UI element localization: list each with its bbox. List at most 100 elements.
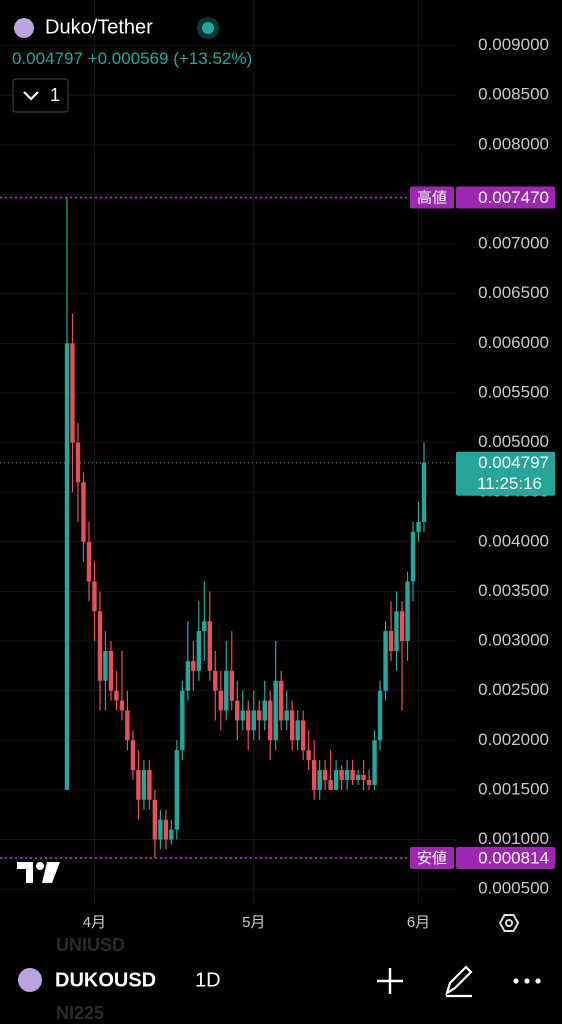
candle-body <box>317 770 322 790</box>
more-button[interactable] <box>513 978 541 984</box>
toolbar-avatar <box>18 968 42 992</box>
chart: 0.000500 0.001000 0.001500 0.002000 0.002500… <box>0 0 555 931</box>
candle-body <box>86 541 92 582</box>
candle-body <box>207 621 212 671</box>
candle-body <box>366 779 372 785</box>
candle-body <box>399 611 405 642</box>
y-tick-label: 0.000500 <box>478 879 549 898</box>
header-change-pct: (+13.52%) <box>173 49 252 68</box>
y-tick-label: 0.008500 <box>478 85 549 104</box>
candle-body <box>81 482 86 542</box>
symbol-avatar <box>14 18 34 38</box>
high_line-name-box <box>410 186 454 209</box>
candle-body <box>70 343 75 443</box>
candle-body <box>394 611 399 651</box>
y-tick-label: 0.002500 <box>478 680 549 699</box>
y-tick-label: 0.001500 <box>478 779 549 798</box>
candle-body <box>229 670 234 701</box>
y-tick-label: 0.009000 <box>478 35 549 54</box>
high_line-value: 0.007470 <box>478 188 549 207</box>
candle-body <box>136 770 141 800</box>
candle-body <box>108 650 114 691</box>
candle-body <box>268 700 273 741</box>
header-quote: 0.004797 +0.000569 (+13.52%) <box>12 49 252 68</box>
candle-body <box>202 621 207 632</box>
add-button[interactable] <box>377 968 403 994</box>
candle-body <box>158 819 163 840</box>
candle-body <box>130 740 136 771</box>
y-tick-label: 0.006000 <box>478 333 549 352</box>
candle-body <box>64 343 70 790</box>
low_line-name-box <box>410 846 454 869</box>
candle-body <box>355 775 361 780</box>
status-dot <box>202 22 214 34</box>
candle-body <box>339 770 344 780</box>
candle-body <box>75 442 81 483</box>
candle-body <box>163 819 169 840</box>
candle-body <box>405 581 410 642</box>
candle-body <box>388 631 394 651</box>
header-price: 0.004797 <box>12 49 83 68</box>
draw-button[interactable] <box>445 965 473 998</box>
chevron-icon <box>23 91 39 101</box>
candle-body <box>295 720 300 741</box>
candle-body <box>284 710 289 721</box>
candle-body <box>289 710 295 741</box>
candle-body <box>185 660 191 691</box>
candle-body <box>152 799 158 840</box>
settings-icon-core <box>505 919 513 927</box>
candle-body <box>377 690 383 741</box>
candle-body <box>273 680 278 741</box>
candle-body <box>125 710 130 741</box>
x-tick-label: 5月 <box>242 914 265 931</box>
candle-body <box>350 770 355 780</box>
candle-body <box>218 690 223 711</box>
candle-body <box>224 670 229 711</box>
header-change: +0.000569 <box>88 49 169 68</box>
candle-body <box>191 660 196 671</box>
candle-body <box>141 770 147 800</box>
y-tick-label: 0.003500 <box>478 581 549 600</box>
candle-body <box>169 829 174 840</box>
candle-body <box>246 710 251 731</box>
candle-body <box>257 710 262 721</box>
y-tick-label: 0.005500 <box>478 382 549 401</box>
settings-button[interactable] <box>498 914 520 932</box>
toolbar-symbol[interactable]: DUKOUSD <box>55 969 156 991</box>
candle-body <box>383 631 388 691</box>
candle-body <box>421 462 427 522</box>
candle-body <box>361 775 366 780</box>
y-tick-label: 0.008000 <box>478 134 549 153</box>
interval-button[interactable] <box>12 78 69 113</box>
x-tick-label: 4月 <box>83 914 106 931</box>
y-tick-label: 0.003000 <box>478 631 549 650</box>
candle-body <box>333 770 339 790</box>
interval-count: 1 <box>50 85 60 105</box>
candle-body <box>196 631 202 671</box>
toolbar-interval[interactable]: 1D <box>195 969 221 991</box>
candle-body <box>240 710 245 721</box>
last-price-countdown: 11:25:16 <box>477 474 542 493</box>
y-tick-label: 0.004000 <box>478 531 549 550</box>
candle-body <box>262 700 267 721</box>
candle-body <box>119 700 125 711</box>
low_line-name: 安値 <box>417 850 447 867</box>
y-tick-label: 0.002000 <box>478 730 549 749</box>
y-tick-label: 0.007000 <box>478 234 549 253</box>
symbol-title: Duko/Tether <box>45 16 153 38</box>
candle-body <box>103 650 108 681</box>
candle-body <box>279 680 284 721</box>
high_line-value-box <box>456 186 555 209</box>
last-price-value: 0.004797 <box>478 453 549 472</box>
candle-body <box>328 779 333 790</box>
low_line-value-box <box>456 846 555 869</box>
tv-logo <box>17 862 60 883</box>
candle-body <box>235 700 240 721</box>
y-tick-label: 0.006500 <box>478 283 549 302</box>
candle-body <box>147 770 152 800</box>
candle-body <box>344 770 350 780</box>
candle-body <box>251 710 256 731</box>
candle-body <box>300 720 306 751</box>
candle-body <box>306 750 311 761</box>
